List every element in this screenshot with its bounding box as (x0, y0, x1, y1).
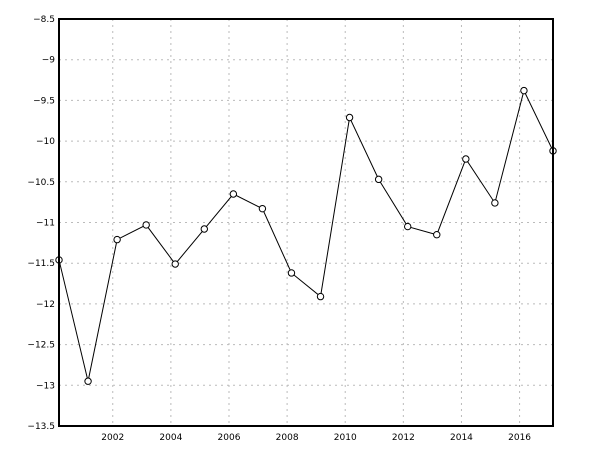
y-tick-label: −9.5 (33, 96, 55, 106)
data-point (171, 260, 179, 268)
x-tick-label: 2014 (450, 433, 473, 443)
y-tick-label: −8.5 (33, 15, 55, 25)
data-point (520, 86, 528, 95)
y-axis: −8.5 −9 −9.5 −10 −10.5 −11 −11.5 −12 −12.5 −13 −13… (27, 15, 55, 432)
y-tick-label: −9 (42, 56, 56, 66)
data-point (404, 222, 412, 231)
y-tick-label: −12 (36, 300, 55, 310)
y-tick-label: −11.5 (27, 259, 55, 269)
y-tick-label: −10.5 (27, 178, 55, 188)
data-point (374, 175, 383, 184)
data-point (491, 199, 499, 207)
plot-frame (58, 18, 554, 427)
data-point (462, 155, 470, 163)
x-tick-label: 2008 (276, 433, 299, 443)
x-tick-label: 2016 (508, 433, 531, 443)
y-tick-label: −12.5 (27, 341, 55, 351)
data-point (258, 204, 267, 213)
series-markers (55, 86, 557, 385)
y-tick-label: −11 (36, 219, 55, 229)
x-tick-label: 2004 (159, 433, 182, 443)
data-point (229, 190, 238, 198)
data-point (316, 292, 325, 301)
y-tick-label: −13 (36, 381, 55, 391)
data-point (345, 113, 354, 122)
x-tick-label: 2010 (334, 433, 357, 443)
data-point (200, 225, 208, 233)
x-tick-label: 2012 (392, 433, 415, 443)
series-line (58, 89, 554, 382)
y-tick-label: −10 (36, 137, 55, 147)
data-point (113, 235, 121, 244)
grid (59, 18, 553, 427)
data-point (142, 221, 150, 229)
x-tick-label: 2006 (218, 433, 241, 443)
data-point (433, 231, 441, 239)
x-axis: 2002 2004 2006 2008 2010 2012 2014 2016 (101, 433, 531, 443)
data-point (84, 377, 92, 385)
data-point (287, 269, 296, 277)
x-tick-label: 2002 (101, 433, 124, 443)
y-tick-label: −13.5 (27, 422, 55, 432)
